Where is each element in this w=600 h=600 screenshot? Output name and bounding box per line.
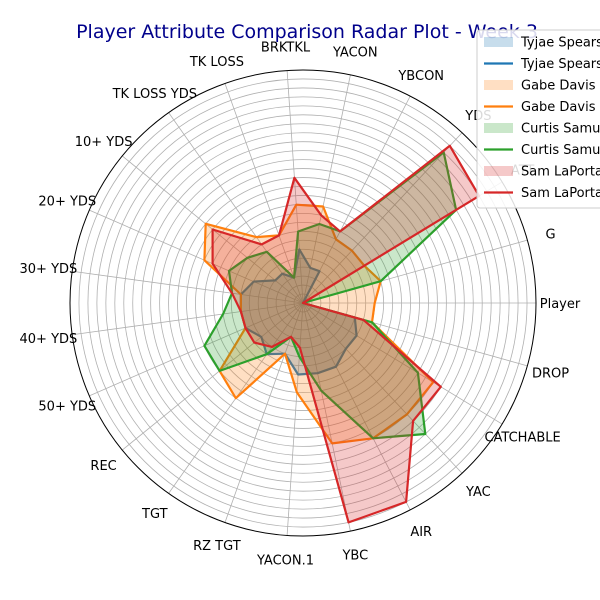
axis-label: AIR xyxy=(410,525,432,540)
legend-entry-label: Sam LaPorta xyxy=(521,186,600,201)
chart-title: Player Attribute Comparison Radar Plot -… xyxy=(76,21,538,43)
grid-spoke xyxy=(286,302,304,536)
grid-spoke xyxy=(302,302,503,425)
axis-label: CATCHABLE xyxy=(484,431,560,446)
axis-label: YBC xyxy=(341,549,368,564)
grid-spoke xyxy=(224,83,304,304)
legend-box xyxy=(476,29,600,209)
grid-spoke xyxy=(302,302,411,511)
axis-label: 30+ YDS xyxy=(20,262,78,277)
axis-label: TK LOSS xyxy=(189,55,244,70)
axis-label: 50+ YDS xyxy=(38,399,96,414)
grid-spoke xyxy=(302,302,351,532)
grid-spoke xyxy=(89,302,304,397)
axis-label: YACON xyxy=(332,45,378,60)
axis-label: YBCON xyxy=(397,69,444,84)
series-area-3 xyxy=(212,145,480,523)
legend-swatch xyxy=(484,80,513,90)
legend-entry-label: Gabe Davis xyxy=(521,79,596,94)
grid-spoke xyxy=(168,112,304,304)
grid-spoke xyxy=(302,302,463,474)
grid-spoke xyxy=(302,95,411,304)
axis-label: YAC xyxy=(465,485,491,500)
grid-spoke xyxy=(302,74,351,304)
legend-entry-label: Sam LaPorta xyxy=(521,165,600,180)
axis-label: 20+ YDS xyxy=(38,195,96,210)
series-area-0 xyxy=(240,249,357,375)
axis-label: BRKTKL xyxy=(261,41,311,56)
axis-label: RZ TGT xyxy=(193,539,241,554)
axis-label: TGT xyxy=(141,507,168,522)
grid-spoke xyxy=(72,302,304,336)
grid-spoke xyxy=(89,209,304,304)
grid-spoke xyxy=(224,302,304,523)
series-layer xyxy=(203,144,481,524)
axis-label: REC xyxy=(90,459,116,474)
legend-swatch xyxy=(484,37,513,47)
series-line-3 xyxy=(211,144,481,524)
legend-entry-label: Curtis Samuel xyxy=(521,122,600,137)
grid-spoke xyxy=(286,70,304,304)
legend-swatch xyxy=(484,166,513,176)
legend: Tyjae Spears Tyjae Spears Gabe Davis Gabe D… xyxy=(476,29,600,209)
axis-label: Player xyxy=(540,297,581,312)
grid-spoke xyxy=(302,132,463,304)
axis-label: G xyxy=(545,228,555,243)
legend-entry-label: Tyjae Spears xyxy=(520,36,600,51)
legend-entry-label: Curtis Samuel xyxy=(521,143,600,158)
grid-spoke xyxy=(72,270,304,304)
series-line-1 xyxy=(203,203,435,445)
legend-swatch xyxy=(484,123,513,133)
polar-frame xyxy=(69,69,537,537)
axis-label: 10+ YDS xyxy=(75,135,133,150)
legend-entry-label: Gabe Davis xyxy=(521,100,596,115)
axis-label: YACON.1 xyxy=(256,553,314,568)
series-area-1 xyxy=(204,204,434,444)
legend-entry-label: Tyjae Spears xyxy=(520,57,600,72)
axis-label: DROP xyxy=(532,366,569,381)
grid-spoke xyxy=(122,302,304,451)
axis-label: 40+ YDS xyxy=(20,332,78,347)
axis-label: TK LOSS YDS xyxy=(112,87,197,102)
